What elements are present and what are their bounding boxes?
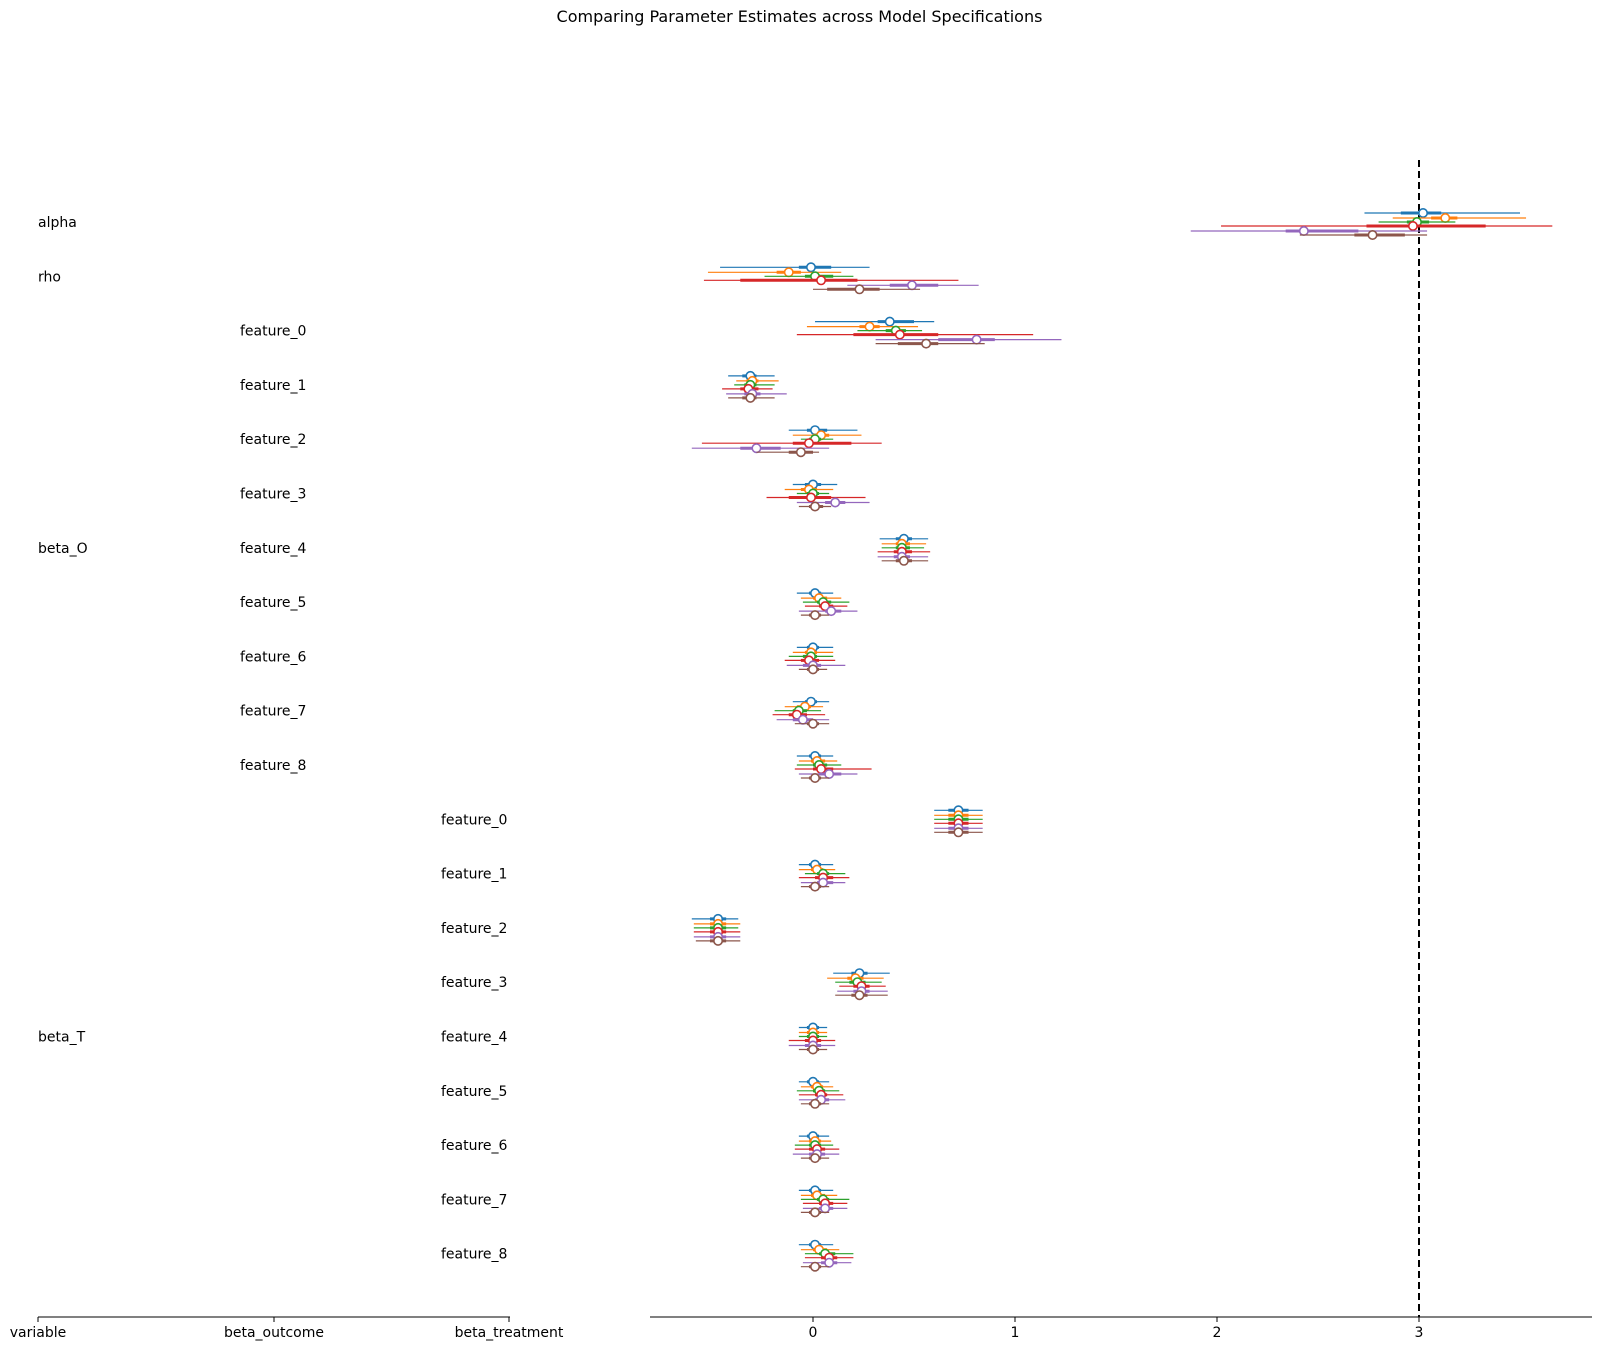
mean-point (810, 1153, 821, 1164)
mean-point (795, 447, 806, 458)
mean-point (854, 990, 865, 1001)
row-label-beta-treatment: feature_7 (441, 1192, 507, 1208)
mean-point (820, 1203, 831, 1214)
mean-point (807, 718, 818, 729)
mean-point (1418, 208, 1429, 219)
mean-point (810, 1207, 821, 1218)
mean-point (810, 881, 821, 892)
label-table: alpharhofeature_0feature_1feature_2featu… (38, 215, 508, 1263)
mean-point (824, 1257, 835, 1268)
mean-point (810, 1261, 821, 1272)
mean-point (1367, 230, 1378, 241)
mean-point (810, 610, 821, 621)
mean-point (894, 329, 905, 340)
row-label-variable: beta_O (38, 541, 88, 557)
x-tick-label: 0 (809, 1325, 818, 1341)
row-label-variable: beta_T (38, 1030, 86, 1046)
mean-point (816, 275, 827, 286)
mean-point (783, 267, 794, 278)
mean-point (830, 497, 841, 508)
mean-point (745, 392, 756, 403)
column-header: variable (10, 1325, 66, 1341)
row-label-beta-outcome: feature_2 (240, 432, 306, 448)
row-label-beta-treatment: feature_4 (441, 1030, 508, 1046)
x-tick-label: 3 (1415, 1325, 1424, 1341)
x-tick-label: 2 (1213, 1325, 1222, 1341)
chart-title: Comparing Parameter Estimates across Mod… (556, 7, 1043, 26)
mean-point (906, 280, 917, 291)
mean-point (1440, 213, 1451, 224)
row-label-beta-treatment: feature_8 (441, 1247, 507, 1263)
mean-point (807, 1044, 818, 1055)
row-label-variable: rho (38, 269, 61, 285)
mean-point (803, 438, 814, 449)
row-label-beta-treatment: feature_2 (441, 921, 507, 937)
mean-point (884, 316, 895, 327)
mean-point (1407, 221, 1418, 232)
row-label-beta-outcome: feature_7 (240, 704, 306, 720)
mean-point (805, 262, 816, 273)
mean-point (713, 935, 724, 946)
row-label-beta-outcome: feature_3 (240, 487, 306, 503)
plot-area (691, 160, 1553, 1317)
mean-point (971, 334, 982, 345)
row-label-beta-outcome: feature_0 (240, 324, 306, 340)
mean-point (751, 443, 762, 454)
row-label-beta-treatment: feature_6 (441, 1138, 508, 1154)
row-label-beta-treatment: feature_0 (441, 812, 507, 828)
row-label-beta-outcome: feature_5 (240, 595, 306, 611)
row-label-beta-treatment: feature_5 (441, 1084, 507, 1100)
mean-point (807, 664, 818, 675)
row-label-beta-outcome: feature_1 (240, 378, 306, 394)
row-label-beta-outcome: feature_8 (240, 758, 306, 774)
column-header: beta_treatment (455, 1325, 564, 1341)
mean-point (810, 501, 821, 512)
column-header: beta_outcome (224, 1325, 324, 1341)
mean-point (810, 1098, 821, 1109)
mean-point (826, 606, 837, 617)
mean-point (921, 338, 932, 349)
row-label-beta-outcome: feature_6 (240, 649, 307, 665)
row-label-variable: alpha (38, 215, 77, 231)
row-label-beta-treatment: feature_1 (441, 867, 507, 883)
mean-point (797, 714, 808, 725)
x-tick-label: 1 (1011, 1325, 1020, 1341)
mean-point (805, 492, 816, 503)
mean-point (953, 827, 964, 838)
axes: variable beta_outcome beta_treatment 0 1 2 3 (10, 1316, 1592, 1341)
mean-point (1298, 226, 1309, 237)
mean-point (816, 763, 827, 774)
mean-point (898, 555, 909, 566)
row-label-beta-treatment: feature_3 (441, 975, 507, 991)
mean-point (864, 321, 875, 332)
row-label-beta-outcome: feature_4 (240, 541, 307, 557)
mean-point (810, 772, 821, 783)
mean-point (824, 768, 835, 779)
mean-point (854, 284, 865, 295)
